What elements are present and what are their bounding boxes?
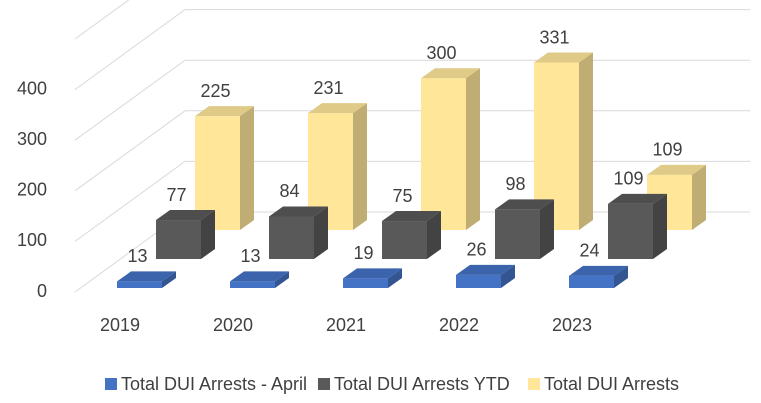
bar-side bbox=[353, 103, 367, 230]
bar-front bbox=[156, 220, 201, 259]
y-tick-label: 300 bbox=[17, 129, 47, 149]
bar-top bbox=[117, 271, 176, 282]
bar-side bbox=[579, 52, 593, 230]
bar-top bbox=[456, 264, 515, 275]
bar-top bbox=[569, 265, 628, 276]
bar-front bbox=[456, 274, 501, 288]
y-tick-label: 200 bbox=[17, 180, 47, 200]
data-label: 109 bbox=[613, 169, 643, 189]
bar-side bbox=[427, 211, 441, 259]
bar bbox=[421, 68, 480, 230]
bar-top bbox=[156, 210, 215, 221]
bar-front bbox=[421, 78, 466, 230]
data-label: 13 bbox=[127, 246, 147, 266]
x-tick-label: 2022 bbox=[439, 315, 479, 335]
bar-top bbox=[382, 211, 441, 222]
y-tick-label: 0 bbox=[37, 281, 47, 301]
bar-side bbox=[540, 199, 554, 259]
bar-side bbox=[692, 164, 706, 230]
data-label: 84 bbox=[279, 181, 299, 201]
bar-side bbox=[314, 206, 328, 259]
bar-front bbox=[382, 221, 427, 259]
y-tick-label: 100 bbox=[17, 230, 47, 250]
bar-side bbox=[388, 268, 402, 288]
bar-top bbox=[230, 271, 289, 282]
bar-top bbox=[308, 103, 367, 114]
bar bbox=[156, 210, 215, 259]
data-label: 26 bbox=[466, 240, 486, 260]
bar bbox=[382, 211, 441, 259]
bar-top bbox=[195, 106, 254, 117]
bar bbox=[608, 193, 667, 259]
data-label: 225 bbox=[200, 81, 230, 101]
legend-label: Total DUI Arrests bbox=[544, 374, 679, 394]
bar-top bbox=[534, 52, 593, 63]
bar-side bbox=[240, 106, 254, 230]
x-tick-label: 2023 bbox=[552, 315, 592, 335]
bar-front bbox=[269, 216, 314, 259]
bar-front bbox=[608, 203, 653, 259]
bar-side bbox=[201, 210, 215, 259]
x-tick-label: 2021 bbox=[326, 315, 366, 335]
data-label: 231 bbox=[313, 78, 343, 98]
bar-top bbox=[343, 268, 402, 279]
grid-line bbox=[74, 0, 130, 40]
x-tick-label: 2020 bbox=[213, 315, 253, 335]
bar bbox=[269, 206, 328, 259]
bar bbox=[456, 264, 515, 288]
bar-top bbox=[269, 206, 328, 217]
data-label: 109 bbox=[652, 140, 682, 160]
bar-side bbox=[501, 264, 515, 288]
bar-front bbox=[230, 281, 275, 288]
bar bbox=[569, 265, 628, 288]
data-label: 13 bbox=[240, 246, 260, 266]
bar-front bbox=[117, 281, 162, 288]
legend-swatch bbox=[105, 378, 117, 390]
bar bbox=[230, 271, 289, 288]
data-label: 98 bbox=[505, 174, 525, 194]
grid-line bbox=[74, 9, 750, 91]
bar-top bbox=[421, 68, 480, 79]
bar-side bbox=[275, 271, 289, 288]
bar bbox=[117, 271, 176, 288]
data-label: 77 bbox=[166, 185, 186, 205]
bar-top bbox=[495, 199, 554, 210]
legend-label: Total DUI Arrests YTD bbox=[334, 374, 510, 394]
data-label: 24 bbox=[579, 241, 599, 261]
data-label: 300 bbox=[426, 43, 456, 63]
legend-swatch bbox=[528, 378, 540, 390]
bar-side bbox=[653, 193, 667, 259]
bar-front bbox=[495, 209, 540, 259]
bar-side bbox=[162, 271, 176, 288]
bar bbox=[495, 199, 554, 259]
bar-side bbox=[614, 265, 628, 288]
bar-front bbox=[343, 278, 388, 288]
legend-label: Total DUI Arrests - April bbox=[121, 374, 307, 394]
data-label: 331 bbox=[539, 27, 569, 47]
y-tick-label: 400 bbox=[17, 78, 47, 98]
bar-front bbox=[569, 275, 614, 288]
bar bbox=[534, 52, 593, 230]
legend-swatch bbox=[318, 378, 330, 390]
grid-line bbox=[74, 59, 750, 141]
x-tick-label: 2019 bbox=[100, 315, 140, 335]
bar-top bbox=[608, 193, 667, 204]
data-label: 19 bbox=[353, 243, 373, 263]
bar-top bbox=[647, 164, 706, 175]
bar bbox=[343, 268, 402, 288]
bar-side bbox=[466, 68, 480, 230]
data-label: 75 bbox=[392, 186, 412, 206]
